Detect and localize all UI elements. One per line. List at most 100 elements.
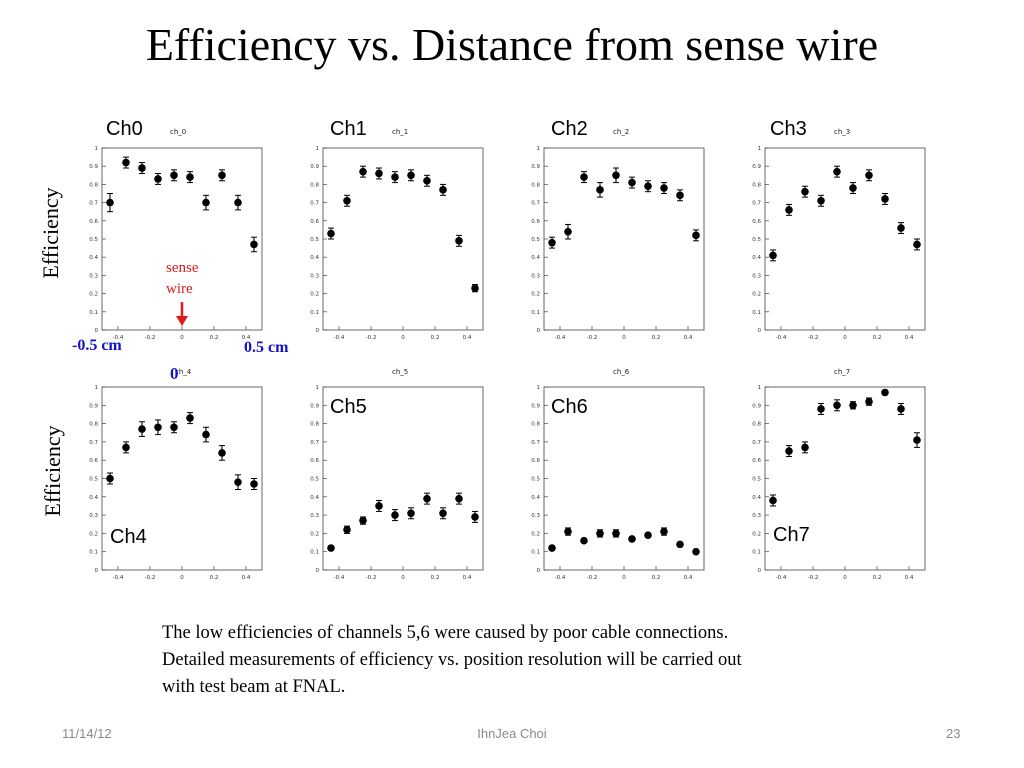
ch6-ytick-label: 0.3 bbox=[531, 513, 540, 519]
ch0-data-point bbox=[186, 173, 194, 181]
ch1-xtick-label: -0.2 bbox=[366, 335, 377, 341]
ch6-xtick-label: 0.2 bbox=[652, 575, 661, 581]
ch2-xtick-label: -0.2 bbox=[587, 335, 598, 341]
ch3-data-point bbox=[881, 195, 889, 203]
ch7-xtick-label: 0.4 bbox=[905, 575, 914, 581]
ch7-ytick-label: 0.4 bbox=[752, 495, 761, 501]
ch6-data-point bbox=[692, 547, 700, 556]
ch7-data-point bbox=[849, 401, 857, 410]
ch7-data-point bbox=[769, 496, 777, 505]
ch0-data-point bbox=[122, 158, 130, 167]
zero-mark-label: 0 bbox=[170, 364, 179, 383]
ch4-ytick-label: 0.2 bbox=[89, 531, 98, 537]
caption-line-2: Detailed measurements of efficiency vs. … bbox=[162, 650, 742, 670]
ch2-xtick-label: 0.4 bbox=[684, 335, 693, 341]
left-mark-label: -0.5 cm bbox=[72, 337, 122, 354]
footer-date: 11/14/12 bbox=[62, 726, 112, 741]
ch1-ytick-label: 1 bbox=[316, 146, 320, 152]
ch5-ytick-label: 0.9 bbox=[310, 403, 319, 409]
panel-label-ch4: Ch4 bbox=[110, 526, 147, 548]
ch5-ytick-label: 1 bbox=[316, 385, 320, 391]
ch6-xtick-label: 0 bbox=[622, 575, 626, 581]
ch6-ytick-label: 0 bbox=[537, 568, 541, 574]
ch0-ytick-label: 0.4 bbox=[89, 255, 98, 261]
ch2-ytick-label: 0.2 bbox=[531, 292, 540, 298]
ch2-data-point bbox=[628, 178, 636, 187]
caption-line-1: The low efficiencies of channels 5,6 wer… bbox=[162, 623, 729, 643]
ch7-ytick-label: 0.6 bbox=[752, 458, 761, 464]
ch2-data-point bbox=[548, 238, 556, 247]
ch3-data-point bbox=[849, 184, 857, 192]
ch7-ytick-label: 0 bbox=[758, 568, 762, 574]
hist-name-ch3: ch_3 bbox=[834, 128, 851, 136]
ch0-ytick-label: 0.9 bbox=[89, 164, 98, 170]
ch7-data-point bbox=[865, 397, 873, 406]
ch1-ytick-label: 0.1 bbox=[310, 310, 319, 316]
ch1-ytick-label: 0.8 bbox=[310, 182, 319, 188]
ch7-ytick-label: 0.8 bbox=[752, 422, 761, 428]
ch1-ytick-label: 0.4 bbox=[310, 255, 319, 261]
ch3-ytick-label: 0.3 bbox=[752, 273, 761, 279]
ch5-ytick-label: 0 bbox=[316, 568, 320, 574]
ch3-xtick-label: 0 bbox=[843, 335, 847, 341]
ch2-xtick-label: 0.2 bbox=[652, 335, 661, 341]
ch4-data-point bbox=[234, 478, 242, 486]
ch6-data-point bbox=[580, 536, 588, 545]
ch5-xtick-label: -0.2 bbox=[366, 575, 377, 581]
ch5-data-point bbox=[439, 509, 447, 518]
ch5-xtick-label: 0 bbox=[401, 575, 405, 581]
ch2-data-point bbox=[676, 191, 684, 200]
ch5-xtick-label: 0.4 bbox=[463, 575, 472, 581]
panel-label-ch5: Ch5 bbox=[330, 396, 367, 418]
footer-page-number: 23 bbox=[946, 726, 961, 741]
ch0-xtick-label: -0.2 bbox=[145, 335, 156, 341]
wire-label: wire bbox=[166, 281, 193, 297]
ch6-data-point bbox=[628, 535, 636, 543]
ch1-ytick-label: 0.2 bbox=[310, 292, 319, 298]
ch3-ytick-label: 0.8 bbox=[752, 182, 761, 188]
ch5-data-point bbox=[343, 525, 351, 534]
ch2-ytick-label: 0.7 bbox=[531, 201, 540, 207]
ch2-ytick-label: 0.3 bbox=[531, 273, 540, 279]
ch4-data-point bbox=[122, 443, 130, 452]
ch1-xtick-label: 0.2 bbox=[431, 335, 440, 341]
ch1-ytick-label: 0 bbox=[316, 328, 320, 334]
ch6-ytick-label: 0.2 bbox=[531, 531, 540, 537]
sense-wire-arrow-head bbox=[176, 316, 188, 326]
ch6-data-point bbox=[676, 540, 684, 549]
ch5-ytick-label: 0.6 bbox=[310, 458, 319, 464]
ch5-ytick-label: 0.4 bbox=[310, 495, 319, 501]
panel-label-ch2: Ch2 bbox=[551, 118, 588, 140]
ch0-ytick-label: 0.3 bbox=[89, 273, 98, 279]
ch3-ytick-label: 0 bbox=[758, 328, 762, 334]
ch4-ytick-label: 0.5 bbox=[89, 477, 98, 483]
ch2-data-point bbox=[660, 184, 668, 192]
ch4-ytick-label: 0 bbox=[95, 568, 99, 574]
ch2-data-point bbox=[596, 186, 604, 194]
footer-author: IhnJea Choi bbox=[477, 726, 547, 741]
ch4-ytick-label: 0.8 bbox=[89, 422, 98, 428]
ch6-ytick-label: 0.7 bbox=[531, 440, 540, 446]
ch7-data-point bbox=[897, 405, 905, 413]
ch7-xtick-label: 0.2 bbox=[873, 575, 882, 581]
ch0-ytick-label: 0.8 bbox=[89, 182, 98, 188]
hist-name-ch2: ch_2 bbox=[613, 128, 630, 136]
ch6-xtick-label: -0.2 bbox=[587, 575, 598, 581]
panel-label-ch0: Ch0 bbox=[106, 118, 143, 140]
ch1-ytick-label: 0.7 bbox=[310, 201, 319, 207]
ch2-ytick-label: 0.9 bbox=[531, 164, 540, 170]
ch7-ytick-label: 0.5 bbox=[752, 477, 761, 483]
ch1-data-point bbox=[375, 169, 383, 178]
ch1-xtick-label: 0 bbox=[401, 335, 405, 341]
ch3-xtick-label: -0.4 bbox=[776, 335, 787, 341]
ch6-xtick-label: 0.4 bbox=[684, 575, 693, 581]
hist-name-ch6: ch_6 bbox=[613, 368, 630, 376]
ch4-ytick-label: 0.3 bbox=[89, 513, 98, 519]
ch7-xtick-label: -0.2 bbox=[808, 575, 819, 581]
ch0-xtick-label: 0 bbox=[180, 335, 184, 341]
ch4-xtick-label: 0.4 bbox=[242, 575, 251, 581]
ch7-ytick-label: 1 bbox=[758, 385, 762, 391]
ch7-xtick-label: -0.4 bbox=[776, 575, 787, 581]
ch2-xtick-label: 0 bbox=[622, 335, 626, 341]
ch5-ytick-label: 0.3 bbox=[310, 513, 319, 519]
